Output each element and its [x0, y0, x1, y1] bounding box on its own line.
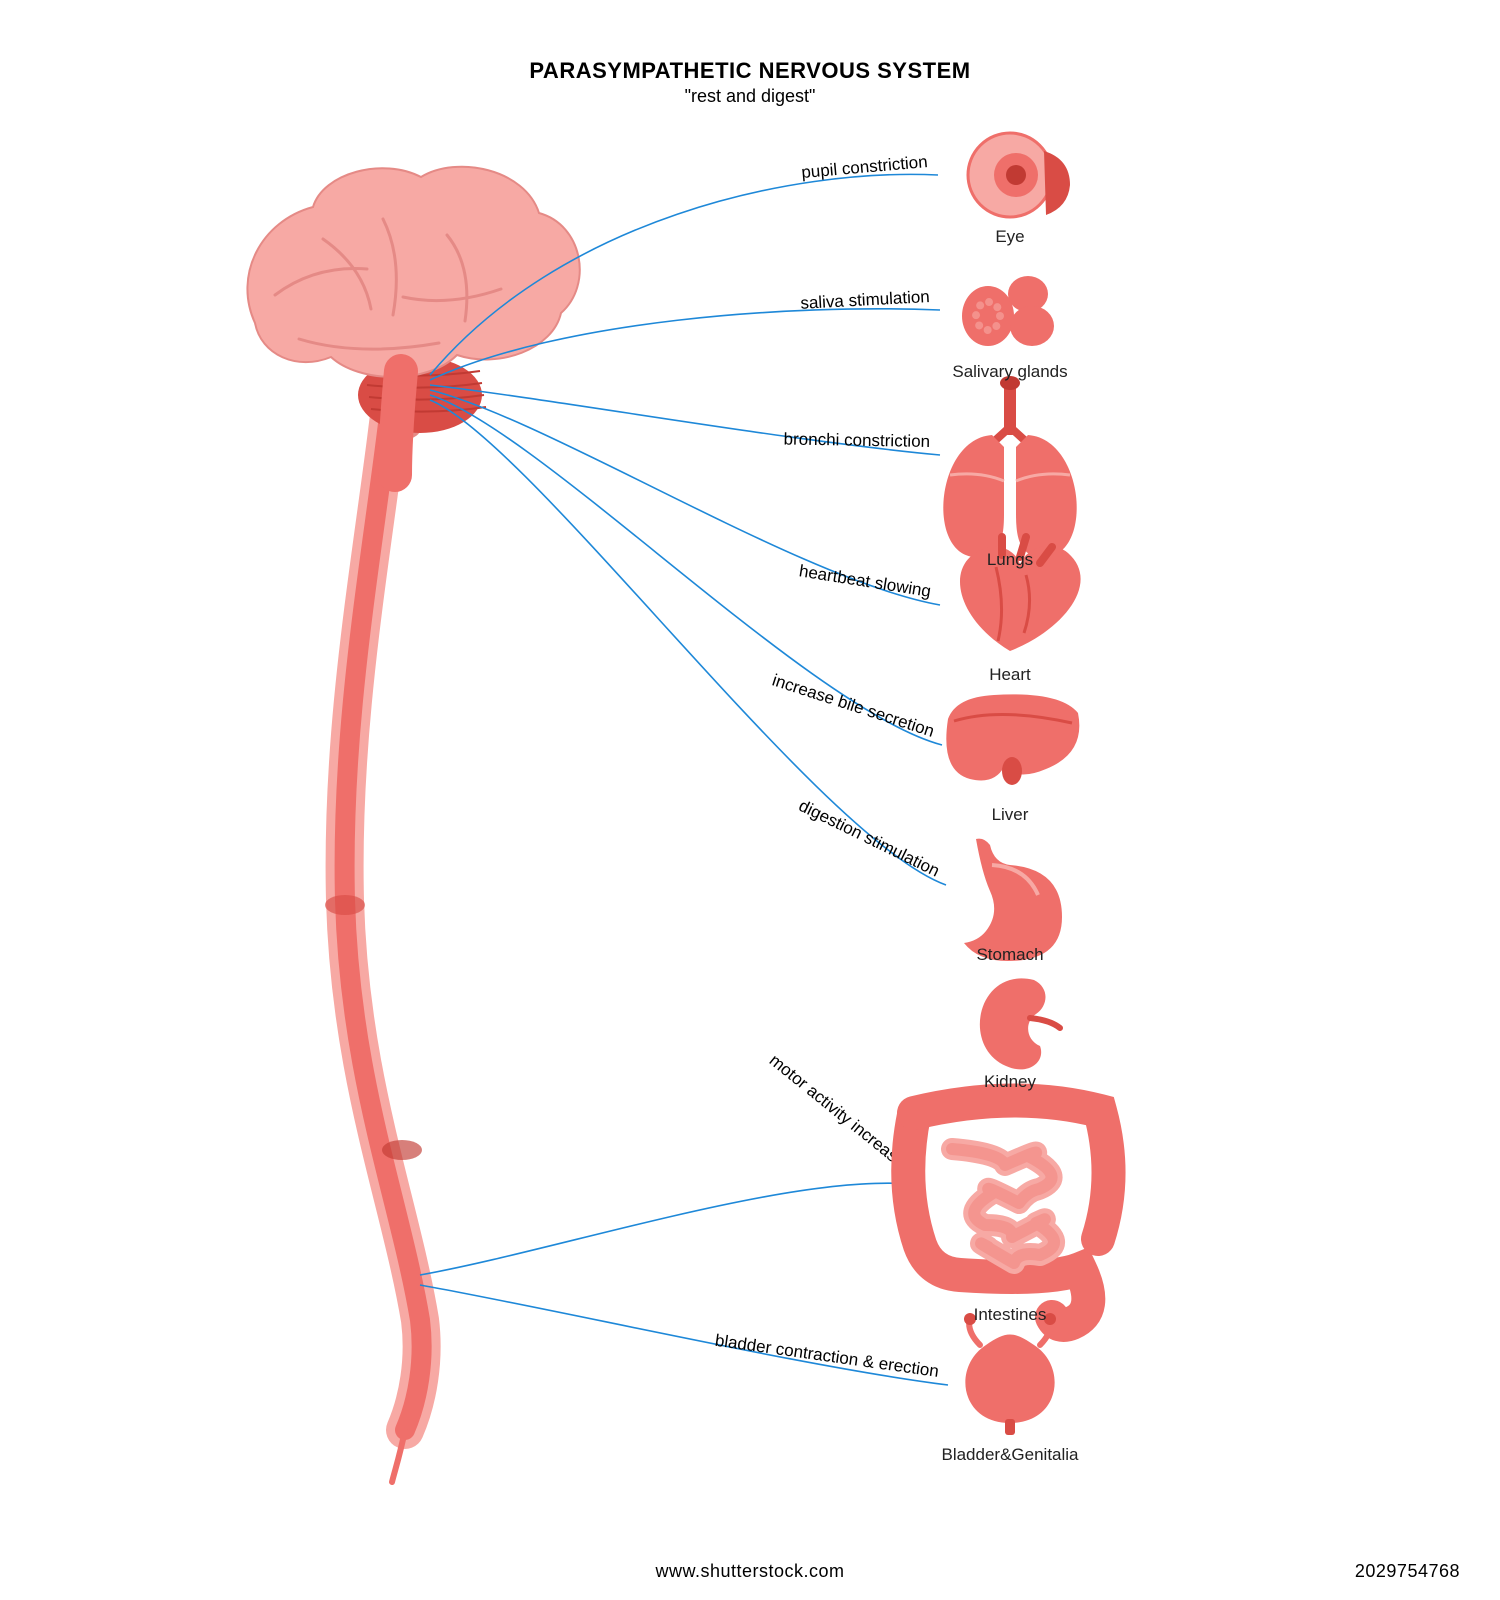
lungs-icon — [943, 376, 1076, 557]
salivary-icon — [962, 276, 1054, 346]
label-stomach: Stomach — [920, 945, 1100, 965]
diagram-canvas: pupil constrictionsaliva stimulationbron… — [0, 0, 1500, 1600]
spinal-cord — [325, 360, 422, 1482]
label-kidney: Kidney — [920, 1072, 1100, 1092]
footer-site: www.shutterstock.com — [0, 1561, 1500, 1582]
eye-icon — [968, 133, 1070, 217]
label-eye: Eye — [920, 227, 1100, 247]
label-liver: Liver — [920, 805, 1100, 825]
effect-heart: heartbeat slowing — [798, 561, 933, 601]
stomach-icon — [964, 839, 1062, 961]
effect-bladder: bladder contraction & erection — [714, 1331, 940, 1381]
nerve-intestines — [420, 1183, 920, 1275]
nerve-stomach — [430, 400, 946, 885]
effect-lungs: bronchi constriction — [783, 429, 930, 451]
effect-eye: pupil constriction — [801, 152, 929, 182]
label-heart: Heart — [920, 665, 1100, 685]
effect-liver: increase bile secretion — [770, 670, 937, 740]
kidney-icon — [980, 978, 1060, 1069]
label-lungs: Lungs — [920, 550, 1100, 570]
label-bladder: Bladder&Genitalia — [920, 1445, 1100, 1465]
footer-id: 2029754768 — [1355, 1561, 1460, 1582]
liver-icon — [946, 694, 1079, 785]
label-intestines: Intestines — [920, 1305, 1100, 1325]
brain-icon — [247, 167, 579, 475]
intestines-icon — [908, 1100, 1108, 1325]
label-salivary: Salivary glands — [920, 362, 1100, 382]
